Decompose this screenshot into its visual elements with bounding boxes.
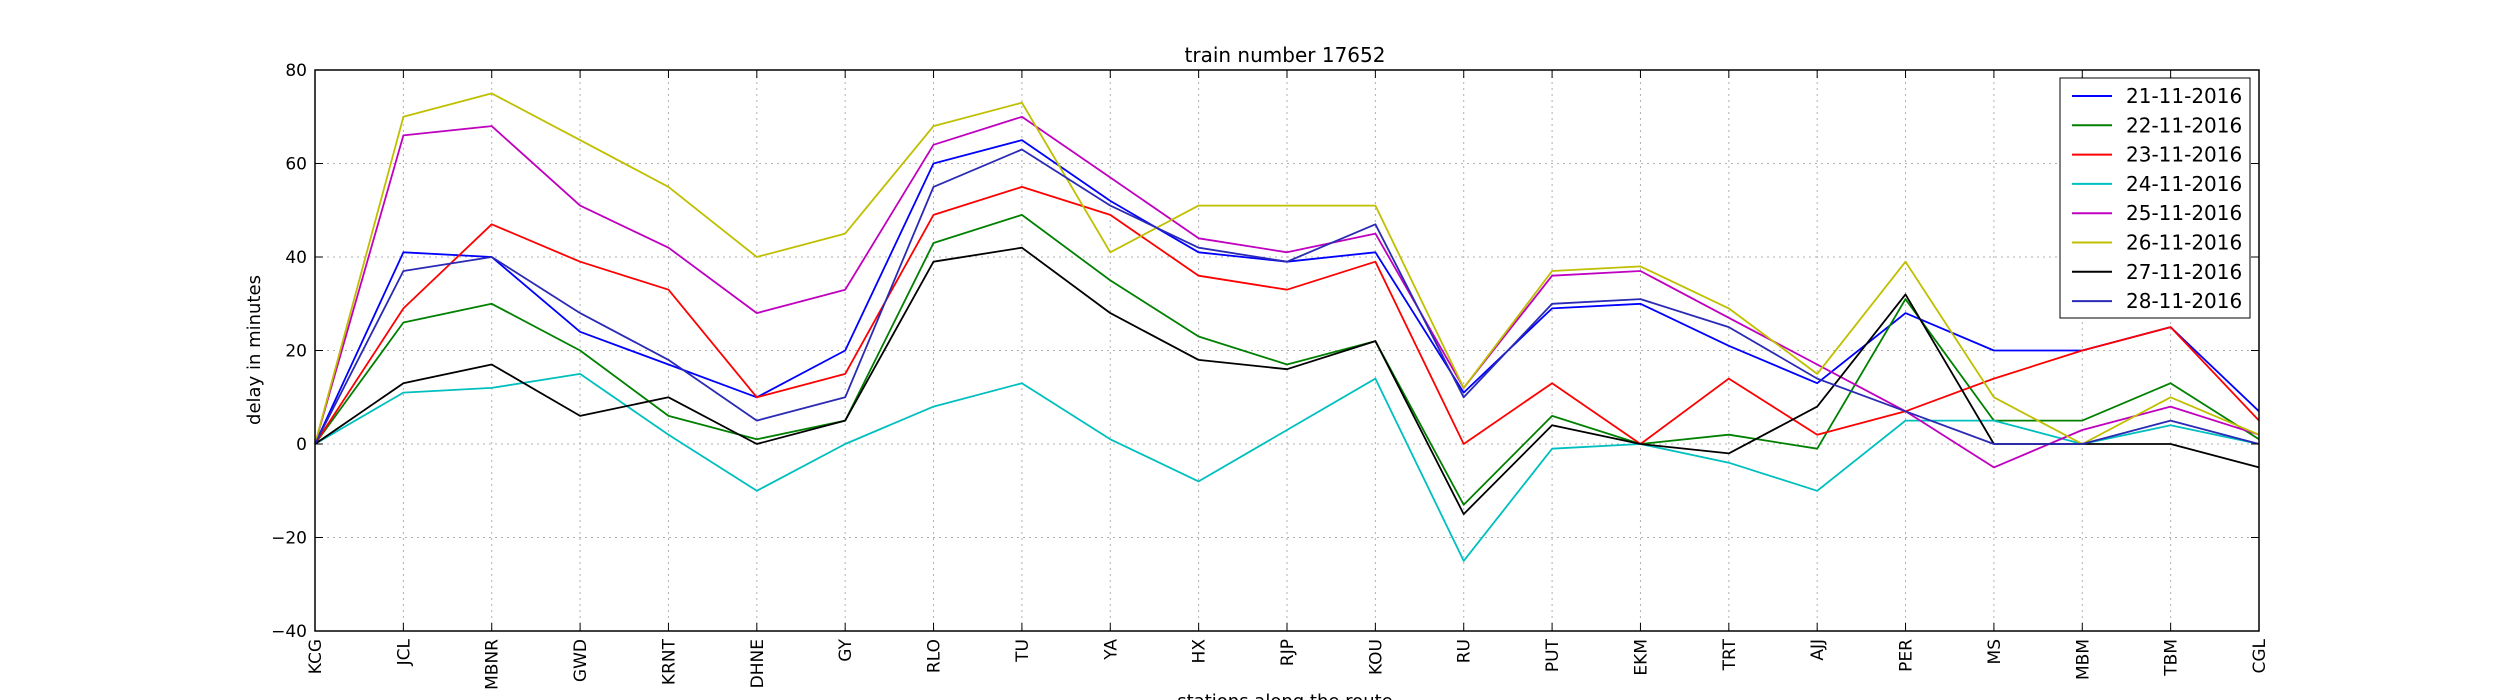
x-tick-label: TBM [2162,639,2182,677]
x-tick-label: TU [1013,639,1033,663]
y-tick-label: −20 [271,529,307,549]
x-tick-label: JCL [394,638,414,666]
series-line [314,115,2260,469]
x-tick-label: GWD [571,639,591,682]
x-tick-label: RU [1455,639,1475,663]
y-tick-label: −40 [271,622,307,642]
legend-label: 26-11-2016 [2126,231,2242,255]
x-tick-label: MBM [2073,639,2093,680]
legend-label: 28-11-2016 [2126,289,2242,313]
x-tick-label: EKM [1631,639,1651,676]
legend-label: 23-11-2016 [2126,143,2242,167]
series-lines [314,92,2260,562]
x-tick-label: DHNE [748,639,768,688]
legend-label: 22-11-2016 [2126,113,2242,137]
x-axis-ticks: KCG JCL MBNR GWD KRNT DHNE GY RLO TU YA HX RJP KOU RU… [306,70,2270,690]
x-tick-label: RJP [1278,639,1298,666]
x-tick-label: CGL [2250,638,2270,673]
series-line [314,372,2260,562]
legend-label: 21-11-2016 [2126,84,2242,108]
series-line [314,213,2260,506]
legend-label: 25-11-2016 [2126,201,2242,225]
grid [315,70,2259,631]
y-tick-label: 20 [285,342,307,362]
legend-label: 24-11-2016 [2126,172,2242,196]
chart-title: train number 17652 [1185,43,1386,67]
x-tick-label: YA [1101,639,1121,661]
x-tick-label: TRT [1720,638,1740,671]
x-tick-label: MBNR [483,639,503,690]
y-tick-label: 60 [285,155,307,175]
x-tick-label: PUT [1543,638,1563,672]
x-tick-label: MS [1985,639,2005,664]
x-tick-label: AJJ [1808,639,1828,661]
x-tick-label: KRNT [659,638,679,685]
y-tick-label: 80 [285,61,307,81]
series-line [314,246,2260,515]
series-line [314,148,2260,445]
y-tick-label: 40 [285,248,307,268]
x-tick-label: KCG [306,639,326,674]
series-line [314,92,2260,445]
x-tick-label: RLO [925,639,945,673]
series-line [314,185,2260,445]
x-tick-label: HX [1190,639,1210,664]
x-axis-label: stations along the route [1177,691,1392,700]
y-tick-label: 0 [296,435,307,455]
y-axis-ticks: −40 −20 0 20 40 60 80 [271,61,2259,642]
legend: 21-11-2016 22-11-2016 23-11-2016 24-11-2016… [2059,77,2251,319]
legend-label: 27-11-2016 [2126,260,2242,284]
x-tick-label: GY [836,638,856,661]
x-tick-label: KOU [1366,639,1386,675]
y-axis-label: delay in minutes [244,275,265,425]
x-tick-label: PER [1897,639,1917,672]
legend-box [2059,77,2251,319]
